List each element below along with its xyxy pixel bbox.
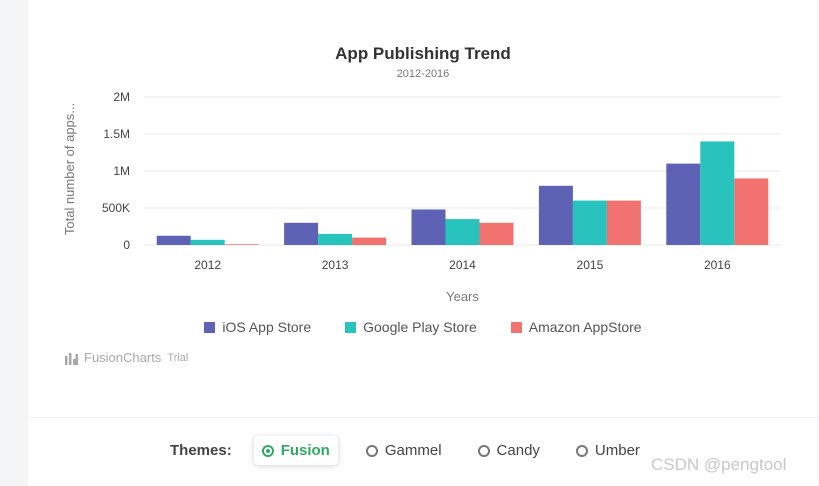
radio-icon[interactable] [477,444,490,457]
legend-swatch [345,321,357,333]
x-tick-label: 2015 [577,258,604,272]
bar [445,219,480,245]
x-tick-label: 2014 [449,258,476,272]
y-tick-label: 1M [113,164,130,178]
x-axis-label: Years [446,289,479,304]
bar [411,209,446,245]
radio-icon[interactable] [261,444,274,457]
y-tick-label: 2M [113,90,130,104]
chart-title: App Publishing Trend [335,44,511,63]
theme-option-label: Umber [594,442,640,459]
bar [538,185,573,245]
chart-legend: iOS App Store Google Play Store Amazon App… [28,319,818,335]
bar [352,237,387,245]
y-tick-label: 0 [123,238,130,252]
bar [284,222,319,245]
y-tick-label: 1.5M [103,127,130,141]
legend-label: iOS App Store [222,319,312,335]
x-tick-label: 2013 [322,258,349,272]
bar [572,200,607,245]
legend-label: Amazon AppStore [528,319,642,335]
bar [666,163,701,245]
divider [28,417,818,418]
legend-label: Google Play Store [363,319,477,335]
theme-option-umber[interactable]: Umber [568,436,648,465]
theme-option-fusion[interactable]: Fusion [253,436,338,465]
bar [224,244,259,245]
brand-name: FusionCharts [84,350,162,365]
radio-icon[interactable] [575,444,588,457]
themes-label: Themes: [170,442,232,459]
legend-item[interactable]: iOS App Store [204,319,311,335]
theme-option-label: Fusion [280,442,330,459]
bar [700,141,735,245]
watermark: CSDN @pengtool [651,455,787,474]
bar-chart: 0 500K 1M 1.5M 2M 2012 2013 2014 2015 2016 Years To… [62,90,781,304]
legend-item[interactable]: Google Play Store [345,319,477,335]
y-tick-label: 500K [102,201,130,215]
theme-option-gammel[interactable]: Gammel [358,436,450,465]
bar [606,200,641,245]
fusioncharts-logo-icon [65,352,78,365]
theme-option-candy[interactable]: Candy [470,436,548,465]
bar [318,233,353,245]
bar [156,235,191,245]
x-tick-label: 2012 [194,258,221,272]
x-tick-label: 2016 [704,258,731,272]
legend-swatch [204,321,216,333]
theme-selector: Themes: Fusion Gammel Candy Umber [170,436,648,465]
fusioncharts-branding: FusionCharts Trial [64,350,188,365]
chart-subtitle: 2012-2016 [396,68,450,80]
theme-option-label: Candy [496,442,540,459]
bar [734,178,769,245]
brand-trial: Trial [167,351,189,364]
legend-swatch [510,321,522,333]
theme-option-label: Gammel [384,442,442,459]
chart-card: App Publishing Trend 2012-2016 0 500K 1M 1.… [28,0,818,486]
bar [190,239,225,245]
bar [479,222,514,245]
legend-item[interactable]: Amazon AppStore [510,319,642,335]
y-axis-label: Total number of apps... [62,103,77,235]
radio-icon[interactable] [365,444,378,457]
